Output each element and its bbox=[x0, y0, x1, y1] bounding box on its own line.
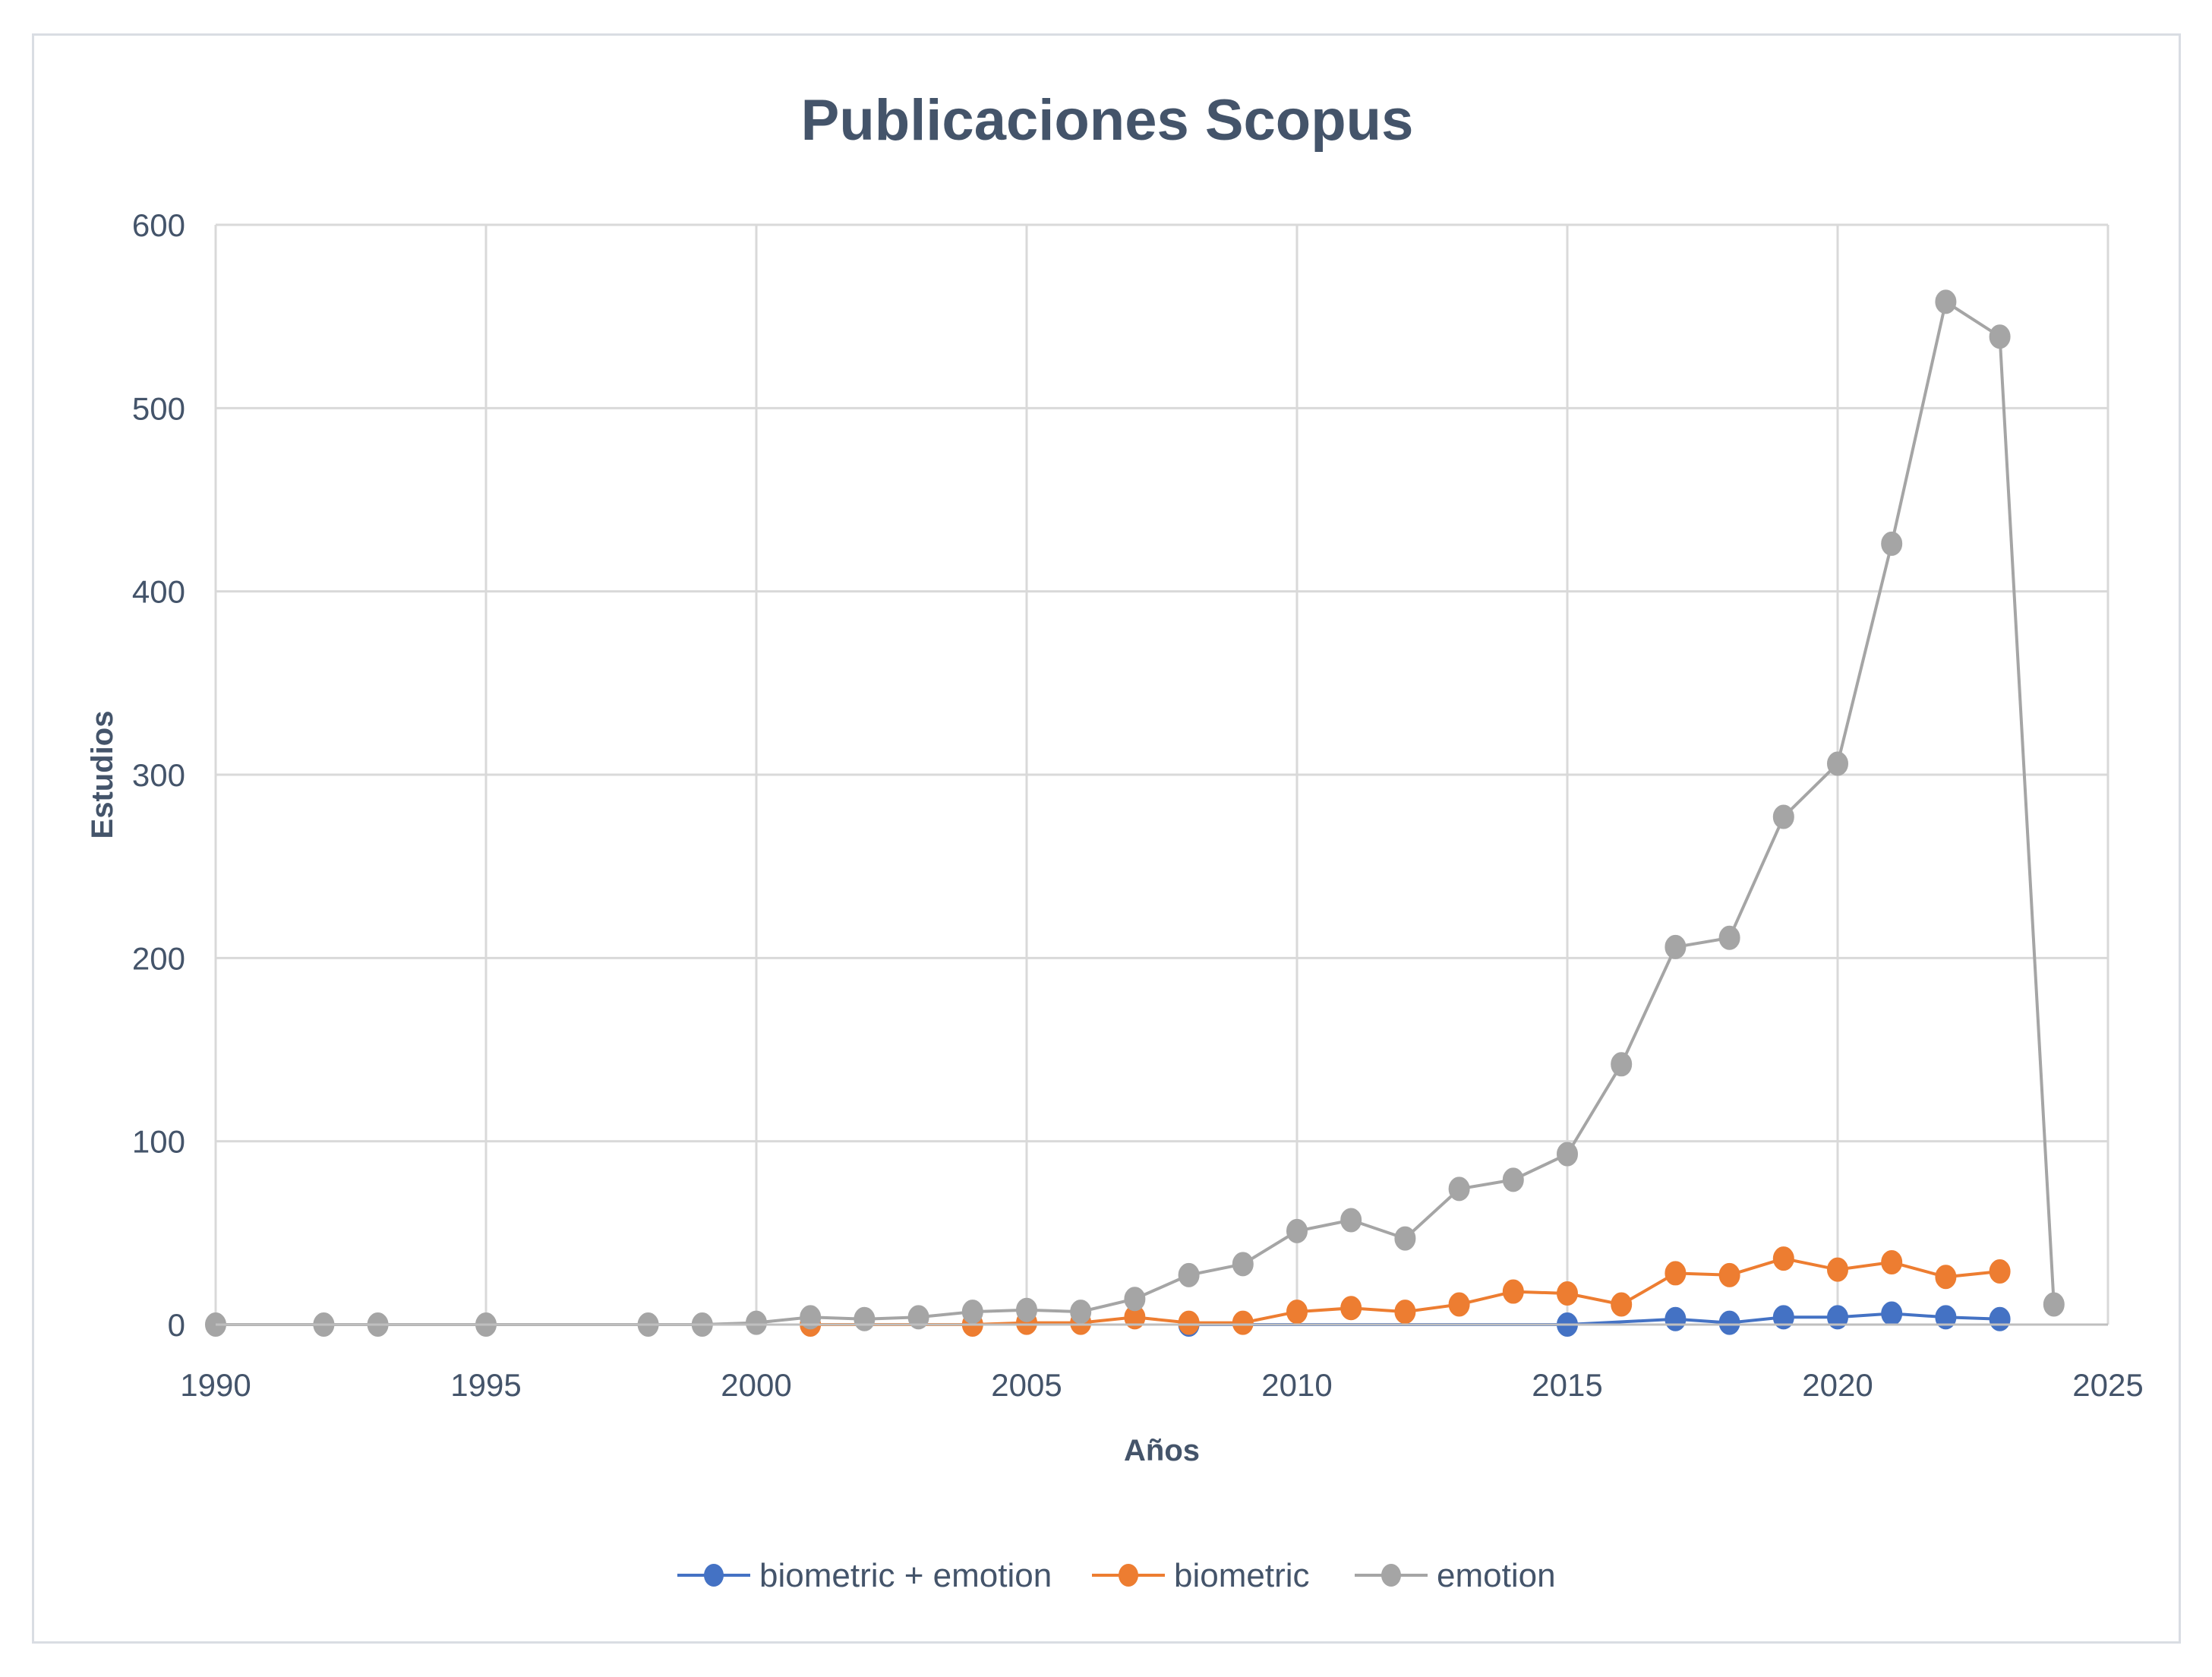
data-point bbox=[800, 1305, 822, 1330]
data-point bbox=[1827, 751, 1848, 776]
data-point bbox=[746, 1310, 767, 1335]
series-biometric bbox=[800, 1246, 2011, 1337]
data-point bbox=[1557, 1142, 1578, 1167]
y-axis-title: Estudios bbox=[86, 711, 119, 839]
legend-label: emotion bbox=[1437, 1557, 1556, 1594]
data-point bbox=[1718, 925, 1740, 950]
data-point bbox=[1286, 1218, 1308, 1243]
chart-title: Publicaciones Scopus bbox=[801, 88, 1414, 153]
data-point bbox=[1772, 804, 1794, 829]
x-tick-label: 2010 bbox=[1261, 1367, 1332, 1403]
legend-marker bbox=[704, 1564, 724, 1587]
data-point bbox=[1989, 324, 2011, 349]
data-point bbox=[1394, 1300, 1416, 1325]
data-point bbox=[2043, 1292, 2065, 1317]
legend: biometric + emotion biometric emotion bbox=[677, 1557, 1556, 1594]
data-point bbox=[1394, 1226, 1416, 1251]
data-point bbox=[1448, 1176, 1470, 1202]
data-point bbox=[961, 1300, 983, 1325]
data-point bbox=[1827, 1305, 1848, 1330]
data-point bbox=[1881, 531, 1903, 556]
data-point bbox=[1611, 1052, 1633, 1077]
data-point bbox=[1557, 1281, 1578, 1306]
legend-label: biometric + emotion bbox=[759, 1557, 1052, 1594]
legend-item: emotion bbox=[1355, 1557, 1556, 1594]
axis-layer: 1990 1995 2000 2005 2010 2015 2020 2025 0 100 200 3… bbox=[132, 207, 2144, 1403]
y-tick-label: 500 bbox=[132, 390, 185, 426]
x-tick-label: 1990 bbox=[180, 1367, 251, 1403]
data-point bbox=[1340, 1208, 1362, 1233]
data-point bbox=[1718, 1262, 1740, 1287]
data-point bbox=[1178, 1310, 1200, 1335]
x-tick-label: 2005 bbox=[991, 1367, 1062, 1403]
grid-layer bbox=[214, 223, 2109, 1326]
data-point bbox=[1448, 1292, 1470, 1317]
x-tick-label: 1995 bbox=[450, 1367, 521, 1403]
data-point bbox=[1989, 1259, 2011, 1284]
data-point bbox=[1989, 1306, 2011, 1331]
x-tick-label: 2020 bbox=[1802, 1367, 1873, 1403]
data-point bbox=[1502, 1279, 1524, 1304]
data-point bbox=[1178, 1262, 1200, 1287]
y-tick-label: 600 bbox=[132, 207, 185, 243]
data-point bbox=[1935, 289, 1957, 314]
data-point bbox=[854, 1306, 876, 1331]
data-point bbox=[1665, 934, 1687, 959]
legend-marker bbox=[1381, 1564, 1401, 1587]
legend-marker bbox=[1119, 1564, 1138, 1587]
data-point bbox=[1665, 1306, 1687, 1331]
x-tick-label: 2025 bbox=[2072, 1367, 2143, 1403]
series-layer bbox=[205, 289, 2065, 1337]
data-point bbox=[1718, 1310, 1740, 1335]
legend-item: biometric + emotion bbox=[677, 1557, 1052, 1594]
data-point bbox=[1232, 1252, 1254, 1277]
data-point bbox=[1827, 1257, 1848, 1282]
y-tick-label: 300 bbox=[132, 757, 185, 793]
legend-item: biometric bbox=[1092, 1557, 1310, 1594]
data-point bbox=[1070, 1300, 1092, 1325]
data-point bbox=[1935, 1305, 1957, 1330]
data-point bbox=[907, 1305, 929, 1330]
x-axis-title: Años bbox=[1124, 1434, 1200, 1467]
data-point bbox=[1124, 1287, 1146, 1312]
series-emotion bbox=[205, 289, 2065, 1337]
data-point bbox=[1772, 1246, 1794, 1271]
data-point bbox=[1881, 1301, 1903, 1326]
x-tick-label: 2015 bbox=[1532, 1367, 1602, 1403]
data-point bbox=[1665, 1261, 1687, 1286]
series-line bbox=[1188, 1312, 2000, 1326]
legend-label: biometric bbox=[1174, 1557, 1310, 1594]
data-point bbox=[1016, 1297, 1037, 1322]
data-point bbox=[1611, 1292, 1633, 1317]
data-point bbox=[1772, 1305, 1794, 1330]
y-tick-label: 200 bbox=[132, 940, 185, 976]
data-point bbox=[1935, 1265, 1957, 1290]
data-point bbox=[1232, 1310, 1254, 1335]
data-point bbox=[1340, 1296, 1362, 1321]
y-tick-label: 0 bbox=[168, 1307, 185, 1343]
y-tick-label: 100 bbox=[132, 1124, 185, 1160]
chart-frame bbox=[32, 33, 2181, 1644]
data-point bbox=[1881, 1249, 1903, 1274]
x-tick-label: 2000 bbox=[721, 1367, 791, 1403]
data-point bbox=[1502, 1167, 1524, 1192]
y-tick-label: 400 bbox=[132, 574, 185, 610]
data-point bbox=[1286, 1300, 1308, 1325]
